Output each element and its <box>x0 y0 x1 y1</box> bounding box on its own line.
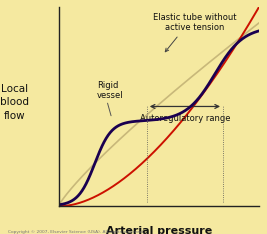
Text: Copyright © 2007, Elsevier Science (USA). All rights reserved.: Copyright © 2007, Elsevier Science (USA)… <box>8 230 144 234</box>
Text: Rigid
vessel: Rigid vessel <box>97 81 123 100</box>
Text: Elastic tube without
active tension: Elastic tube without active tension <box>153 13 237 32</box>
Text: Local
blood
flow: Local blood flow <box>0 84 29 121</box>
Text: Arterial pressure: Arterial pressure <box>106 226 212 234</box>
Text: Autoregulatory range: Autoregulatory range <box>140 114 230 123</box>
